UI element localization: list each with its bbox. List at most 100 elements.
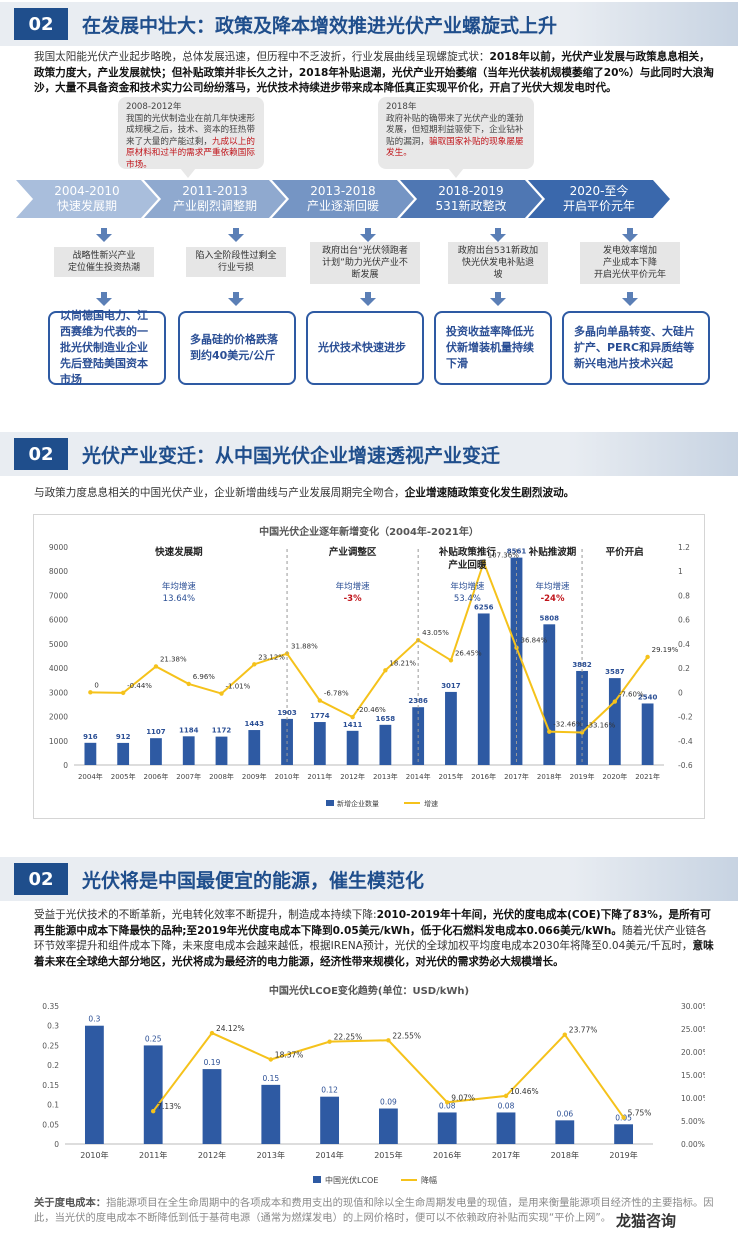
bar [510,557,523,765]
x-tick-label: 2014年 [315,1150,343,1160]
stage-result-4: 投资收益率降低光伏新增装机量持续下滑 [434,311,552,385]
y2-tick-label: 0.8 [678,591,690,600]
footnote-label: 关于度电成本： [34,1197,107,1209]
bar [641,703,654,765]
chevron-stage-2: 2011-2013 产业剧烈调整期 [144,180,286,218]
bar-data-label: 1658 [376,715,396,723]
x-tick-label: 2010年 [275,772,300,781]
x-tick-label: 2015年 [439,772,464,781]
growth-point [383,668,388,673]
lcoe-trend-chart: 0 0.05 0.1 0.15 0.2 0.25 0.3 0.35 0.00% 5.00% 10.0… [42,1002,705,1185]
section3-title: 光伏将是中国最便宜的能源，催生模范化 [82,869,425,892]
intro-text: 与政策力度息息相关的中国光伏产业，企业新增曲线与产业发展周期完全吻合， [34,487,405,499]
growth-point [645,654,650,660]
bar [84,742,97,765]
section1-title: 在发展中壮大：政策及降本增效推进光伏产业螺旋式上升 [82,14,558,37]
y-tick-label: 8000 [49,567,68,576]
y2-tick-label: 30.00% [681,1002,705,1011]
stage-driver-1: 战略性新兴产业 定位催生投资热潮 [54,247,154,277]
x-tick-label: 2013年 [373,772,398,781]
decline-point [209,1030,215,1036]
intro-text: 随着光伏产业链各环节效率提升和组件成本下降，未来度电成本会越来越低，根据IREN… [34,924,707,953]
stage-result-5: 多晶向单晶转变、大硅片扩产、PERC和异质结等新兴电池片技术兴起 [562,311,710,385]
decline-data-label: 23.77% [569,1026,598,1035]
bar [313,722,326,765]
bar [261,1084,281,1144]
growth-data-label: -1.01% [226,683,251,691]
intro-text: 受益于光伏技术的不断革新，光电转化效率不断提升，制造成本持续下降: [34,909,377,921]
x-tick-label: 2018年 [551,1150,579,1160]
callout-red-text: 九成以上的原材料和过半的需求严重依赖国际市场。 [126,136,255,170]
chart-title: 中国光伏LCOE变化趋势(单位：USD/kWh) [268,986,470,997]
growth-point [350,714,355,720]
growth-data-label: 0 [94,681,98,689]
decline-point [327,1039,332,1044]
decline-point [268,1057,273,1062]
arrow-down-icon [490,292,506,306]
growth-data-label: 36.84% [521,637,548,645]
stage-driver-2: 陷入全阶段性过剩全 行业亏损 [186,247,286,277]
arrow-down-icon [622,292,638,306]
arrow-down-icon [360,292,376,306]
intro-bold: 意味着未来在全球绝大部分地区，光伏将成为最经济的电力能源，经济性带来规模化，对光… [34,940,714,968]
decline-data-label: 10.46% [510,1087,539,1096]
y2-tick-label: -0.6 [678,761,693,770]
x-tick-label: 2009年 [242,772,267,781]
x-tick-label: 2014年 [406,772,431,781]
chevron-stage-1: 2004-2010 快速发展期 [16,180,158,218]
callout-text: 我国的光伏制造业在前几年快速形成规模之后，技术、资本的狂热带来了大量的产能过剩， [126,113,255,147]
bar [215,736,228,765]
legend-label: 增速 [424,799,438,808]
y2-tick-label: -0.4 [678,737,693,746]
x-tick-label: 2008年 [209,772,234,781]
y2-tick-label: 1.2 [678,543,690,552]
callout-2018: 2018年 政府补贴的确带来了光伏产业的蓬勃发展，但短期利益驱使下，企业钻补贴的… [378,97,534,169]
y2-tick-label: 5.00% [681,1117,705,1126]
growth-data-label: 31.88% [291,643,318,651]
footnote-text: 指能源项目在全生命周期中的各项成本和费用支出的现值和除以全生命周期发电量的现值，… [34,1197,714,1224]
bar [437,1112,457,1144]
stage-driver-5: 发电效率增加 产业成本下降 开启光伏平价元年 [580,242,680,284]
bar-data-label: 0.08 [498,1101,515,1110]
growth-line [90,559,649,734]
growth-data-label: 43.05% [422,629,449,637]
bar [379,724,392,765]
legend-swatch [313,1176,321,1183]
bar-data-label: 1774 [310,712,330,720]
bar-data-label: 0.06 [556,1109,573,1118]
y-tick-label: 1000 [49,737,68,746]
y2-tick-label: 1 [678,567,683,576]
growth-data-label: 21.38% [160,655,187,663]
y-tick-label: 0.3 [47,1022,59,1031]
intro-bold: 企业增速随政策变化发生剧烈波动。 [404,487,575,499]
bar-data-label: 0.3 [88,1015,100,1024]
x-tick-label: 2006年 [144,772,169,781]
growth-data-label: 23.12% [258,653,285,661]
callout-year: 2018年 [386,102,417,112]
section3-banner: 02 光伏将是中国最便宜的能源，催生模范化 [0,857,738,901]
bar-data-label: 1411 [343,721,363,729]
bar-data-label: 1172 [212,727,232,735]
section3-badge: 02 [14,863,68,895]
decline-data-label: 7.13% [157,1102,181,1111]
stage-name: 产业剧烈调整期 [172,199,257,213]
stage-name: 产业逐渐回暖 [306,199,379,213]
y2-tick-label: 15.00% [681,1071,705,1080]
growth-data-label: -0.44% [127,682,152,690]
growth-point [219,691,224,696]
period-growth-value: -3% [344,594,362,604]
intro-text: 我国太阳能光伏产业起步略晚，总体发展迅速，但历程中不乏波折，行业发展曲线呈现螺旋… [34,51,490,63]
stage-result-3: 光伏技术快速进步 [306,311,424,385]
section2-banner: 02 光伏产业变迁：从中国光伏企业增速透视产业变迁 [0,432,738,476]
bar-data-label: 912 [116,733,131,741]
growth-data-label: 6.96% [193,673,216,681]
section1-banner: 02 在发展中壮大：政策及降本增效推进光伏产业螺旋式上升 [0,2,738,46]
stage-years: 2013-2018 [310,184,376,198]
period-growth-label: 年均增速 [536,581,571,592]
stage-driver-3: 政府出台“光伏领跑者 计划”助力光伏产业不 断发展 [310,242,420,284]
x-tick-label: 2011年 [307,772,332,781]
period-label: 产业回暖 [448,559,487,571]
stage-years: 2004-2010 [54,184,120,198]
y2-tick-label: 25.00% [681,1025,705,1034]
lcoe-chart-frame: 中国光伏LCOE变化趋势(单位：USD/kWh) 0 0.05 0.1 0.15 0.2… [33,976,705,1194]
